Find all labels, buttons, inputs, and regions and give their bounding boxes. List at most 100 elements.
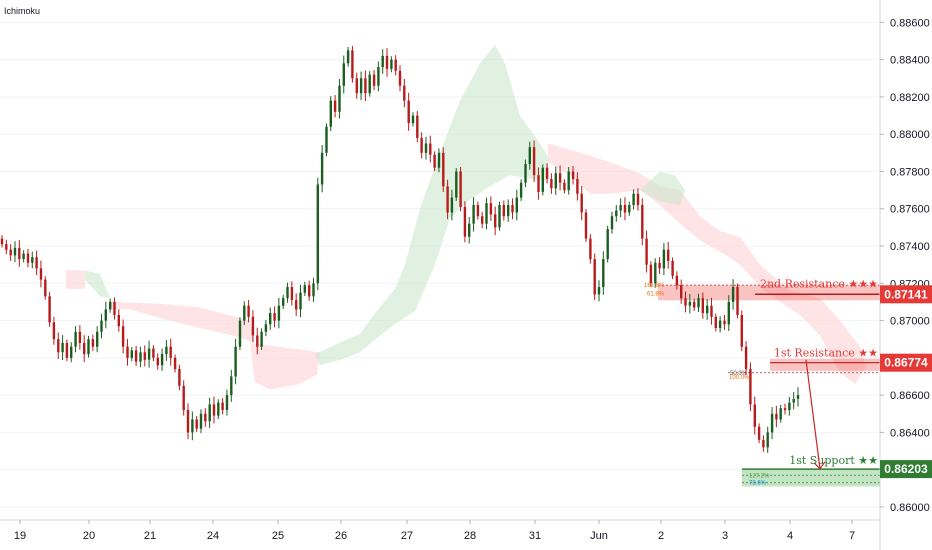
x-tick-label: Jun: [590, 530, 608, 542]
candle-body: [126, 346, 129, 358]
cloud-bear: [110, 301, 255, 343]
candle-body: [83, 342, 86, 355]
x-tick-label: 20: [83, 530, 95, 542]
x-tick-label: 27: [401, 530, 413, 542]
candle-body: [109, 301, 112, 310]
candle-body: [381, 55, 384, 68]
x-tick-label: 24: [207, 530, 219, 542]
candle-body: [5, 244, 8, 250]
candle-body: [744, 346, 748, 370]
candle-body: [450, 197, 454, 213]
candle-body: [727, 301, 730, 325]
candle-body: [667, 249, 670, 261]
candle-body: [649, 264, 653, 284]
level-zones: [658, 284, 880, 487]
candle-body: [545, 167, 549, 179]
candle-body: [26, 253, 30, 263]
candle-body: [680, 285, 683, 299]
candle-body: [606, 229, 609, 259]
candle-body: [342, 63, 345, 86]
candle-body: [225, 395, 229, 410]
candle-body: [541, 167, 544, 192]
candle-body: [550, 178, 553, 189]
candle-body: [468, 223, 471, 237]
candle-body: [688, 301, 692, 306]
candle-body: [416, 115, 419, 138]
candle-body: [13, 247, 17, 256]
candle-body: [710, 305, 713, 317]
candle-body: [593, 259, 596, 295]
candle-body: [693, 301, 696, 308]
candle-body: [498, 205, 501, 228]
resistance-zone-2: [658, 285, 880, 301]
candle-body: [312, 283, 315, 297]
candle-body: [273, 313, 276, 321]
candle-body: [481, 216, 484, 224]
candle-body: [234, 346, 237, 377]
cloud-bear: [66, 270, 85, 289]
y-tick-label: 0.87600: [890, 204, 930, 216]
candle-body: [783, 408, 787, 411]
candle-body: [433, 154, 436, 168]
fib-label: 78.6%: [749, 481, 767, 487]
candle-body: [18, 247, 21, 260]
candle-body: [615, 210, 618, 217]
level-label: 1st Resistance ★★: [774, 347, 878, 360]
candle-body: [256, 335, 259, 347]
candle-body: [251, 316, 255, 336]
x-tick-label: 21: [144, 530, 156, 542]
x-tick-label: 7: [849, 530, 855, 542]
candle-body: [104, 309, 107, 321]
x-tick-label: 31: [529, 530, 541, 542]
y-tick-label: 0.87400: [890, 241, 930, 253]
candle-body: [537, 175, 540, 192]
candle-body: [372, 74, 376, 86]
candle-body: [74, 331, 77, 347]
candle-body: [645, 238, 648, 265]
candle-body: [308, 285, 311, 297]
y-tick-label: 0.88200: [890, 92, 930, 104]
candle-body: [117, 315, 120, 327]
candle-body: [35, 257, 38, 269]
candle-body: [736, 287, 739, 315]
indicator-label[interactable]: Ichimoku: [4, 6, 40, 16]
cloud-bull: [640, 171, 685, 205]
candle-body: [558, 173, 562, 183]
candle-body: [788, 402, 791, 411]
candle-body: [70, 346, 73, 358]
candle-body: [152, 348, 155, 358]
candle-body: [121, 326, 125, 347]
annotations: 161.8% 61.8% 50.0%100.0% 127.2% 78.6% 2nd Res…: [644, 277, 878, 486]
level-label: 2nd Resistance ★★★: [760, 277, 878, 290]
candle-body: [355, 78, 358, 94]
candle-body: [48, 296, 51, 323]
price-badge: [880, 460, 932, 479]
price-badge-value: 0.86203: [884, 462, 928, 476]
candle-body: [282, 298, 285, 306]
fib-label: 50.0%: [730, 371, 748, 377]
candle-body: [554, 173, 557, 189]
candle-body: [96, 331, 99, 347]
time-axis[interactable]: 19 20 21 24 25 26 27 28 31 Jun 2 3 4 7: [14, 520, 855, 542]
candle-body: [641, 205, 644, 239]
candle-body: [628, 205, 631, 213]
candle-body: [571, 171, 575, 179]
candle-body: [762, 439, 765, 448]
candle-body: [584, 212, 588, 239]
candle-body: [411, 115, 415, 124]
y-tick-label: 0.86600: [890, 390, 930, 402]
candle-body: [290, 287, 294, 300]
candle-body: [31, 257, 34, 263]
candle-body: [208, 404, 211, 422]
candle-body: [182, 385, 185, 410]
cloud-bull: [315, 44, 548, 366]
candle-body: [147, 348, 151, 360]
fib-label: 61.8%: [647, 291, 665, 297]
candle-body: [78, 331, 82, 343]
y-tick-label: 0.88400: [890, 55, 930, 67]
candle-body: [524, 164, 527, 183]
candle-body: [718, 320, 722, 329]
candle-body: [238, 320, 242, 347]
